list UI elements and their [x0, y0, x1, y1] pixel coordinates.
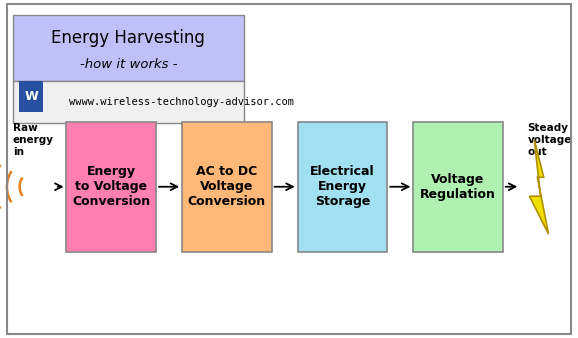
FancyBboxPatch shape: [413, 122, 503, 252]
FancyBboxPatch shape: [298, 122, 387, 252]
FancyBboxPatch shape: [13, 15, 244, 81]
FancyBboxPatch shape: [13, 81, 244, 123]
Text: W: W: [24, 90, 38, 103]
Text: Energy Harvesting: Energy Harvesting: [51, 29, 205, 47]
Text: Steady
voltage
out: Steady voltage out: [528, 123, 572, 156]
FancyBboxPatch shape: [19, 81, 43, 112]
Text: wwww.wireless-technology-advisor.com: wwww.wireless-technology-advisor.com: [69, 97, 294, 107]
Text: -how it works -: -how it works -: [80, 58, 177, 71]
Text: AC to DC
Voltage
Conversion: AC to DC Voltage Conversion: [188, 165, 266, 208]
Text: Energy
to Voltage
Conversion: Energy to Voltage Conversion: [72, 165, 150, 208]
Polygon shape: [529, 139, 549, 234]
Text: Raw
energy
in: Raw energy in: [13, 123, 54, 156]
Text: Voltage
Regulation: Voltage Regulation: [420, 173, 496, 201]
FancyBboxPatch shape: [182, 122, 272, 252]
FancyBboxPatch shape: [66, 122, 156, 252]
Text: Electrical
Energy
Storage: Electrical Energy Storage: [310, 165, 375, 208]
